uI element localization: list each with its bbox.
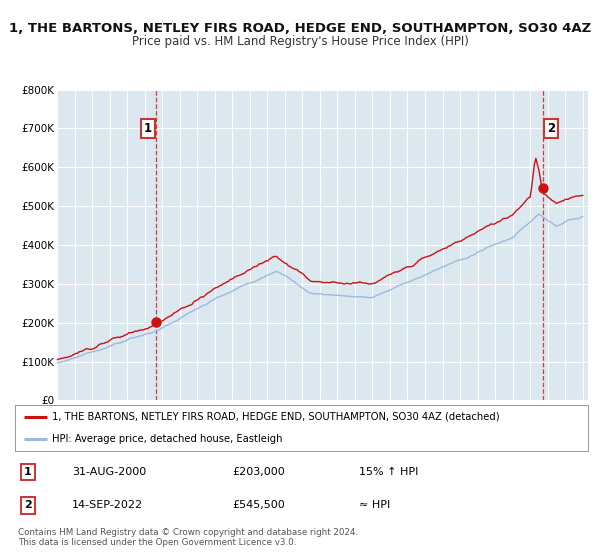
Text: 31-AUG-2000: 31-AUG-2000 xyxy=(73,467,146,477)
Text: 1: 1 xyxy=(143,122,152,135)
Text: 1, THE BARTONS, NETLEY FIRS ROAD, HEDGE END, SOUTHAMPTON, SO30 4AZ (detached): 1, THE BARTONS, NETLEY FIRS ROAD, HEDGE … xyxy=(52,412,500,422)
Text: 2: 2 xyxy=(547,122,556,135)
Text: 14-SEP-2022: 14-SEP-2022 xyxy=(73,501,143,510)
Text: ≈ HPI: ≈ HPI xyxy=(359,501,390,510)
Text: 1, THE BARTONS, NETLEY FIRS ROAD, HEDGE END, SOUTHAMPTON, SO30 4AZ: 1, THE BARTONS, NETLEY FIRS ROAD, HEDGE … xyxy=(9,22,591,35)
Text: 2: 2 xyxy=(24,501,31,510)
Text: HPI: Average price, detached house, Eastleigh: HPI: Average price, detached house, East… xyxy=(52,434,283,444)
Text: Contains HM Land Registry data © Crown copyright and database right 2024.
This d: Contains HM Land Registry data © Crown c… xyxy=(18,528,358,547)
Text: 15% ↑ HPI: 15% ↑ HPI xyxy=(359,467,418,477)
Text: Price paid vs. HM Land Registry's House Price Index (HPI): Price paid vs. HM Land Registry's House … xyxy=(131,35,469,48)
Text: £545,500: £545,500 xyxy=(233,501,286,510)
Text: 1: 1 xyxy=(24,467,31,477)
Text: £203,000: £203,000 xyxy=(233,467,286,477)
